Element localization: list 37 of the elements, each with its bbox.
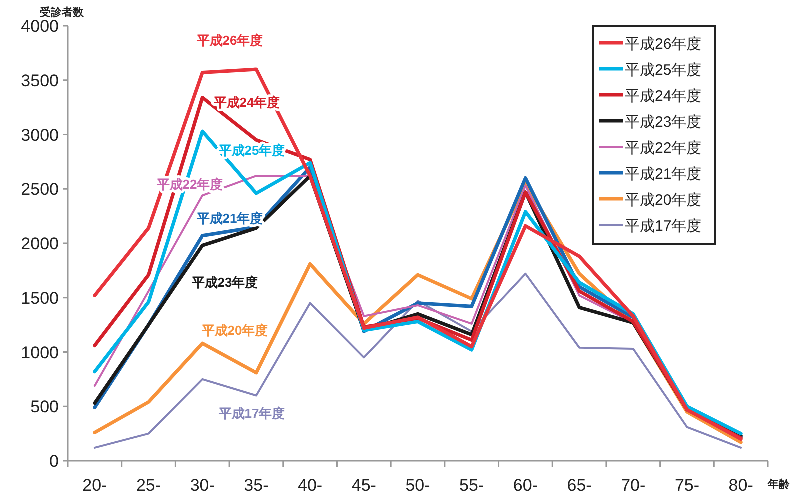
y-tick-label: 0 — [50, 452, 59, 471]
x-tick-label: 20- — [82, 476, 108, 493]
text: 平成26年度 — [196, 33, 264, 48]
x-tick-label: 65- — [567, 476, 592, 493]
legend-label: 平成23年度 — [625, 114, 702, 131]
x-tick-label: 60- — [513, 476, 538, 493]
legend-label: 平成20年度 — [625, 192, 702, 209]
x-tick-label: 55- — [460, 476, 484, 493]
legend-label: 平成21年度 — [625, 166, 702, 183]
y-tick-label: 500 — [30, 398, 59, 417]
y-tick-label: 1000 — [21, 343, 59, 362]
text: 平成23年度 — [192, 275, 258, 290]
x-tick-label: 35- — [244, 476, 269, 493]
x-tick-label: 40- — [298, 476, 323, 493]
x-tick-label: 30- — [190, 476, 215, 493]
y-axis-title: 受診者数 — [39, 6, 85, 19]
y-tick-label: 3500 — [21, 71, 59, 90]
text: 平成17年度 — [218, 406, 286, 421]
x-tick-label: 75- — [674, 476, 700, 493]
legend-label: 平成17年度 — [625, 218, 702, 235]
y-tick-label: 3000 — [21, 126, 59, 145]
legend-label: 平成25年度 — [625, 62, 702, 79]
y-tick-label: 2000 — [21, 234, 59, 254]
y-tick-label: 2500 — [21, 180, 59, 200]
legend-label: 平成24年度 — [625, 88, 702, 105]
x-tick-label: 80- — [728, 476, 754, 493]
legend-label: 平成22年度 — [625, 140, 702, 157]
legend-label: 平成26年度 — [625, 36, 702, 53]
x-tick-label: 25- — [136, 476, 162, 493]
y-tick-label: 4000 — [21, 17, 59, 36]
text: 平成20年度 — [202, 323, 268, 338]
x-tick-label: 45- — [352, 476, 376, 493]
x-tick-label: 50- — [406, 476, 430, 493]
x-axis-title: 年齢 — [767, 478, 791, 491]
x-tick-label: 70- — [621, 476, 646, 493]
text: 平成21年度 — [196, 211, 264, 226]
y-tick-label: 1500 — [21, 288, 59, 308]
